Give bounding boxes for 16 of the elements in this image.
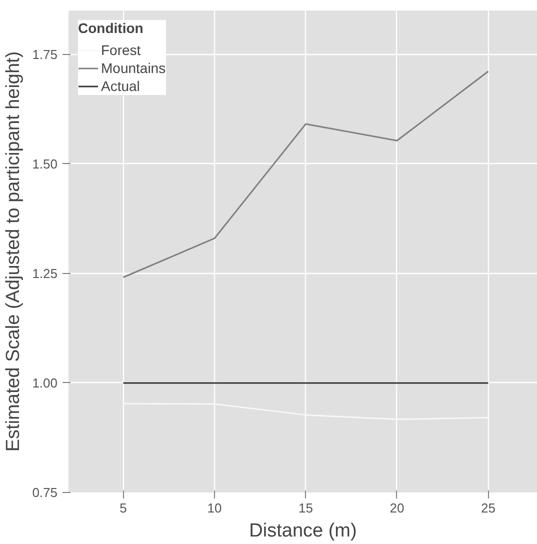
legend-label: Mountains [101, 59, 166, 77]
x-tick-label: 25 [481, 500, 496, 516]
x-tick-label: 20 [390, 500, 404, 516]
legend-title: Condition [78, 20, 144, 36]
y-axis-title: Estimated Scale (Adjusted to participant height) [3, 51, 24, 452]
y-tick-label: 1.50 [32, 156, 58, 172]
x-axis-title: Distance (m) [249, 520, 357, 542]
legend-label: Forest [101, 41, 141, 59]
x-tick-label: 5 [120, 500, 127, 516]
y-tick-label: 0.75 [32, 485, 58, 500]
y-tick-label: 1.00 [32, 375, 58, 390]
y-tick-label: 1.25 [32, 266, 58, 281]
x-tick-label: 10 [207, 500, 222, 516]
legend-label: Actual [101, 77, 140, 95]
x-tick-label: 15 [298, 500, 313, 516]
y-tick-label: 1.75 [32, 46, 58, 62]
